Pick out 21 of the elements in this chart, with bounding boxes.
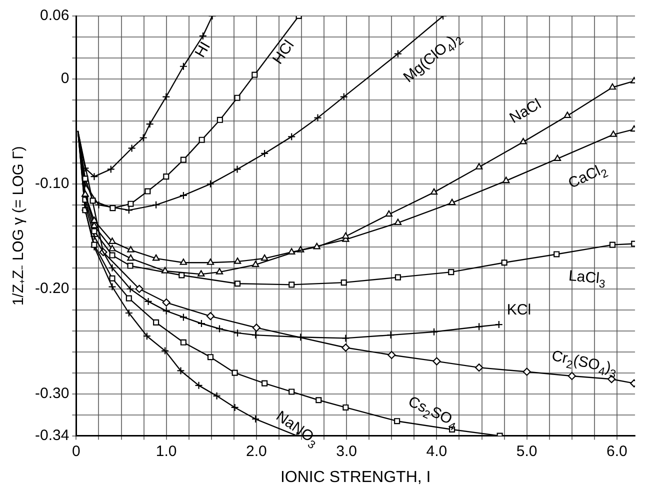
series-label: KCl [506,302,532,319]
y-tick-label: 0.06 [40,7,70,24]
x-tick-label: 6.0 [606,442,628,460]
x-tick-label: 0 [72,442,80,460]
y-tick-label: -0.30 [34,384,70,402]
x-tick-label: 1.0 [156,442,177,460]
x-tick-label: 2.0 [246,442,267,460]
x-axis-title: IONIC STRENGTH, I [280,468,431,486]
y-tick-label: -0.10 [34,175,70,192]
text: HCl [269,37,298,68]
y-tick-label: -0.20 [34,280,70,298]
x-tick-label: 4.0 [426,442,448,460]
text: HI [192,38,214,60]
x-tick-label: 3.0 [336,442,358,460]
y-tick-label: -0.34 [34,426,70,444]
y-tick-label: 0 [60,70,70,88]
x-tick-label: 5.0 [516,442,538,460]
y-axis-title: 1/Z₊Z₋ LOG γ (= LOG Γ) [10,146,28,306]
text: CaCl2 [566,162,610,192]
text: NaCl [506,96,544,127]
series-label: LaCl3 [568,267,606,291]
